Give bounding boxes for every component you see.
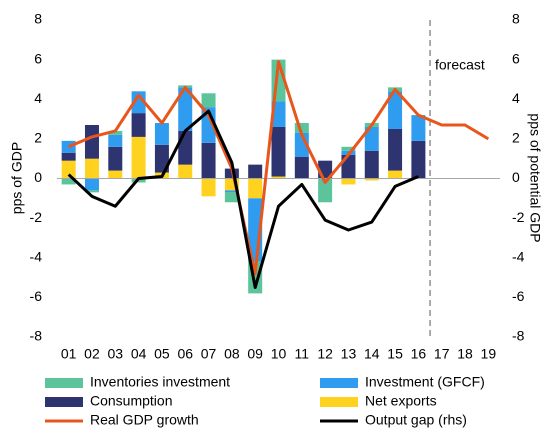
bar — [61, 152, 76, 161]
bar — [318, 178, 333, 203]
bar — [84, 125, 99, 159]
y-tick-label: -2 — [30, 209, 43, 225]
bar — [271, 126, 286, 177]
bar — [341, 178, 356, 185]
bar — [364, 178, 379, 181]
y2-tick-label: -8 — [512, 328, 525, 344]
bar — [108, 146, 123, 171]
y-tick-label: -4 — [30, 248, 43, 264]
bar — [201, 93, 216, 108]
bar — [108, 130, 123, 135]
x-tick-label: 01 — [61, 346, 77, 362]
bar — [178, 87, 193, 131]
legend-swatch — [320, 378, 358, 388]
bar — [388, 170, 403, 179]
legend-label: Real GDP growth — [90, 412, 199, 428]
bar — [178, 164, 193, 179]
bar — [84, 158, 99, 179]
y-tick-label: 8 — [34, 11, 42, 27]
y-tick-label: -6 — [30, 288, 43, 304]
y2-tick-label: -6 — [512, 288, 525, 304]
x-tick-label: 06 — [177, 346, 193, 362]
y2-tick-label: 8 — [512, 11, 520, 27]
y2-tick-label: 4 — [512, 90, 520, 106]
bar — [224, 192, 239, 203]
bar — [388, 91, 403, 129]
bar — [131, 113, 146, 137]
annotation: forecast — [435, 57, 485, 73]
bar — [364, 150, 379, 179]
x-tick-label: 15 — [387, 346, 403, 362]
y2-tick-label: 2 — [512, 130, 520, 146]
x-tick-label: 19 — [481, 346, 497, 362]
x-tick-label: 03 — [108, 346, 124, 362]
bar — [271, 176, 286, 179]
bar — [248, 178, 263, 199]
y-axis-label: pps of GDP — [9, 142, 25, 214]
x-tick-label: 12 — [317, 346, 333, 362]
bar — [271, 101, 286, 127]
bar — [178, 130, 193, 165]
y-tick-label: 4 — [34, 90, 42, 106]
bar — [224, 178, 239, 191]
y-tick-label: -8 — [30, 328, 43, 344]
x-tick-label: 11 — [295, 346, 310, 362]
x-tick-label: 05 — [154, 346, 170, 362]
y-tick-label: 2 — [34, 130, 42, 146]
line — [68, 60, 490, 276]
bar — [154, 123, 169, 145]
legend-swatch — [320, 397, 358, 407]
y-tick-label: 0 — [34, 169, 42, 185]
y2-tick-label: -2 — [512, 209, 525, 225]
x-tick-label: 08 — [224, 346, 240, 362]
x-tick-label: 07 — [201, 346, 217, 362]
legend-swatch — [45, 378, 83, 388]
bar — [108, 134, 123, 147]
bar — [131, 136, 146, 179]
legend-label: Inventories investment — [90, 374, 230, 390]
bar — [84, 178, 99, 191]
bar — [364, 126, 379, 151]
bar — [131, 91, 146, 114]
legend-label: Consumption — [90, 393, 173, 409]
bar — [388, 128, 403, 171]
bar — [201, 142, 216, 179]
y2-tick-label: -4 — [512, 248, 525, 264]
bar — [341, 146, 356, 151]
y-tick-label: 6 — [34, 50, 42, 66]
x-tick-label: 13 — [341, 346, 357, 362]
x-tick-label: 17 — [434, 346, 450, 362]
bar — [61, 178, 76, 185]
y2-tick-label: 6 — [512, 50, 520, 66]
legend-label: Net exports — [365, 393, 437, 409]
x-tick-label: 09 — [247, 346, 263, 362]
y2-axis-label: pps of potential GDP — [527, 113, 543, 242]
x-tick-label: 04 — [131, 346, 147, 362]
bar — [411, 140, 426, 179]
y2-tick-label: 0 — [512, 169, 520, 185]
bar — [411, 115, 426, 141]
bar — [248, 164, 263, 179]
bar — [108, 170, 123, 179]
bar — [201, 178, 216, 197]
bar — [84, 190, 99, 193]
legend-label: Output gap (rhs) — [365, 412, 467, 428]
bar — [224, 190, 239, 193]
x-tick-label: 14 — [364, 346, 380, 362]
x-tick-label: 02 — [84, 346, 100, 362]
bar — [294, 156, 309, 179]
x-tick-label: 18 — [457, 346, 473, 362]
line — [67, 109, 419, 289]
bar — [61, 160, 76, 179]
legend-label: Investment (GFCF) — [365, 374, 485, 390]
x-tick-label: 10 — [271, 346, 287, 362]
bar — [294, 123, 309, 133]
bar — [154, 144, 169, 173]
legend-swatch — [45, 397, 83, 407]
x-tick-label: 16 — [411, 346, 427, 362]
